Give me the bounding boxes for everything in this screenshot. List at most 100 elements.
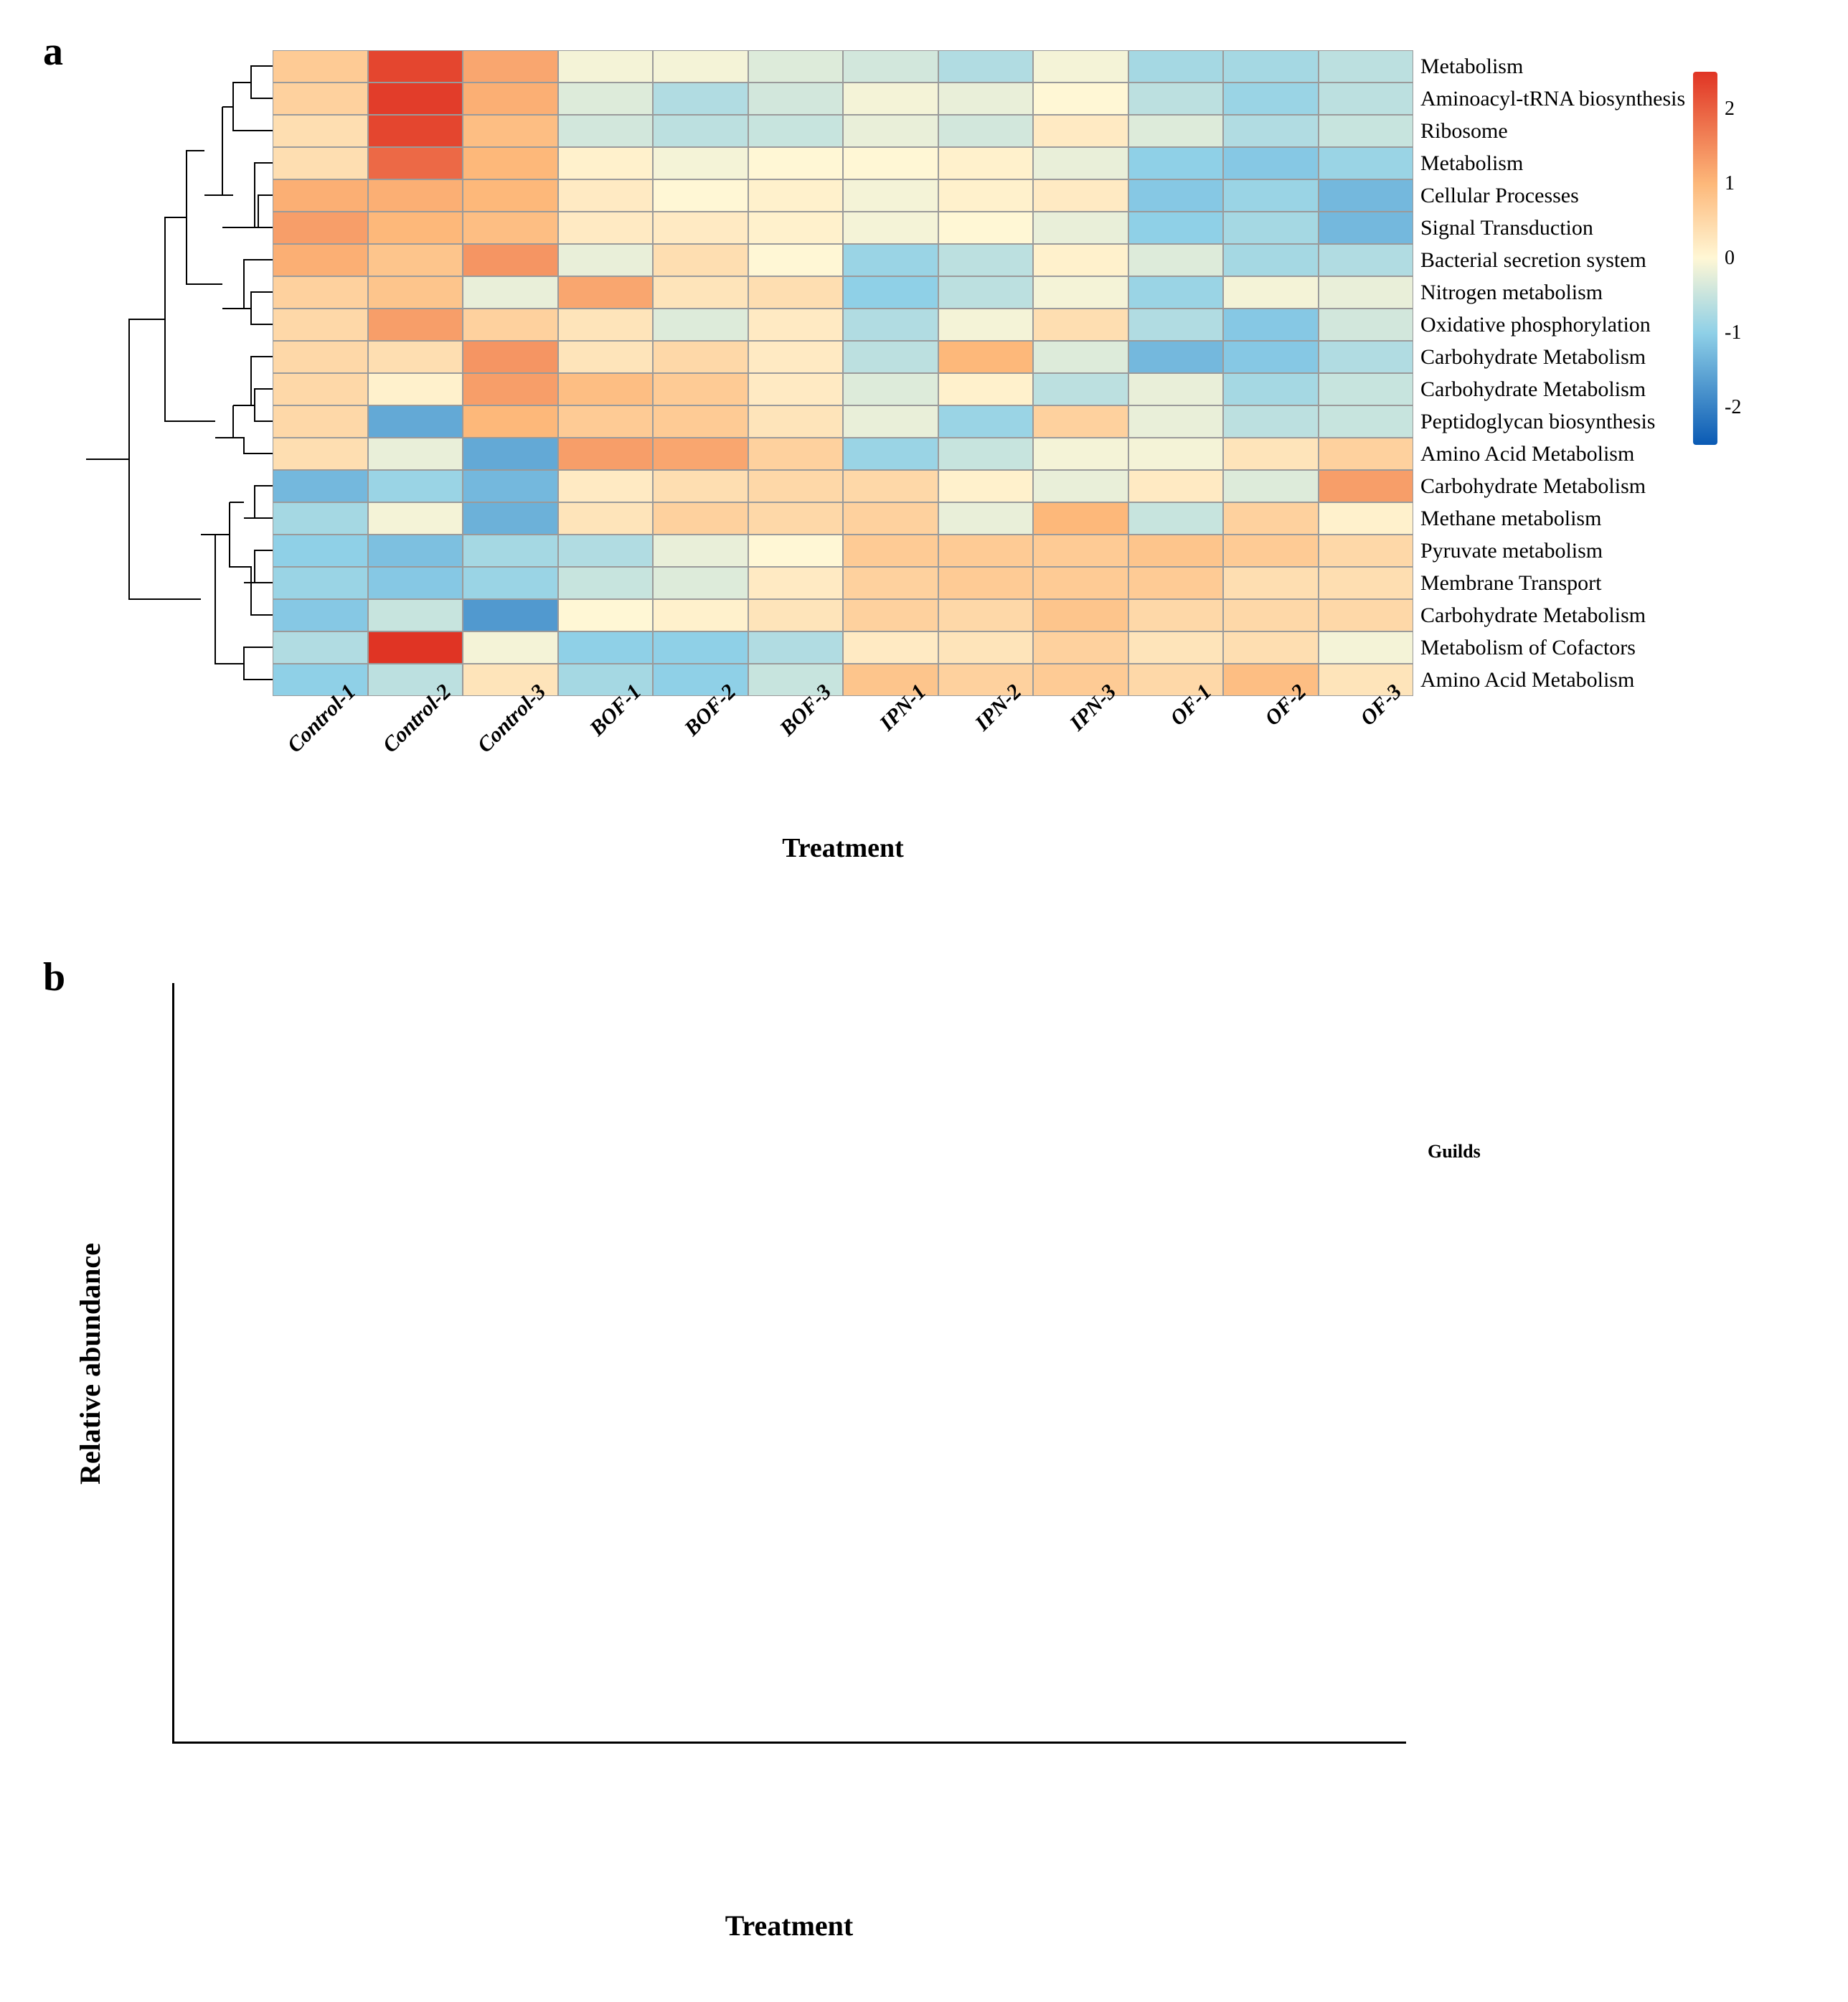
- heatmap-cell: [1319, 567, 1414, 599]
- heatmap-cell: [558, 244, 654, 276]
- heatmap-cell: [748, 567, 844, 599]
- heatmap-cell: [1033, 470, 1128, 502]
- heatmap-cell: [558, 405, 654, 438]
- heatmap-cell: [653, 567, 748, 599]
- heatmap-cell: [1128, 438, 1224, 470]
- heatmap-cell: [558, 470, 654, 502]
- heatmap-cell: [1033, 212, 1128, 244]
- heatmap-cell: [1128, 147, 1224, 179]
- heatmap-cell: [463, 50, 558, 83]
- heatmap-cell: [1223, 341, 1319, 373]
- heatmap-row-label: Carbohydrate Metabolism: [1420, 599, 1743, 631]
- heatmap-cell: [1319, 470, 1414, 502]
- heatmap-cell: [1223, 276, 1319, 309]
- heatmap-cell: [273, 147, 368, 179]
- heatmap-cell: [463, 567, 558, 599]
- heatmap-cell: [748, 244, 844, 276]
- heatmap-cell: [1128, 83, 1224, 115]
- heatmap-cell: [938, 535, 1034, 567]
- heatmap-cell: [938, 50, 1034, 83]
- heatmap-cell: [273, 276, 368, 309]
- heatmap-cell: [463, 405, 558, 438]
- heatmap-cell: [558, 373, 654, 405]
- heatmap-cell: [368, 567, 463, 599]
- heatmap-cell: [1223, 438, 1319, 470]
- heatmap-cell: [1223, 244, 1319, 276]
- heatmap-cell: [273, 567, 368, 599]
- heatmap-cell: [1223, 83, 1319, 115]
- heatmap-cell: [843, 179, 938, 212]
- heatmap-cell: [1223, 179, 1319, 212]
- heatmap-cell: [1319, 502, 1414, 535]
- heatmap-cell: [1128, 276, 1224, 309]
- heatmap-cell: [463, 535, 558, 567]
- heatmap-cell: [273, 212, 368, 244]
- heatmap-cell: [273, 341, 368, 373]
- heatmap-cell: [368, 341, 463, 373]
- heatmap-cell: [1033, 276, 1128, 309]
- heatmap-cell: [463, 115, 558, 147]
- heatmap-cell: [843, 599, 938, 631]
- heatmap-cell: [558, 502, 654, 535]
- heatmap-grid: [273, 50, 1413, 696]
- heatmap-cell: [748, 147, 844, 179]
- heatmap-cell: [273, 631, 368, 664]
- heatmap-cell: [1319, 405, 1414, 438]
- heatmap-cell: [653, 212, 748, 244]
- heatmap-cell: [368, 212, 463, 244]
- heatmap-cell: [1033, 567, 1128, 599]
- heatmap-cell: [843, 405, 938, 438]
- heatmap-cell: [368, 599, 463, 631]
- heatmap-cell: [843, 244, 938, 276]
- heatmap-cell: [273, 438, 368, 470]
- heatmap-cell: [653, 535, 748, 567]
- heatmap-row-label: Amino Acid Metabolism: [1420, 664, 1743, 696]
- legend-title: Guilds: [1428, 1141, 1772, 1162]
- heatmap-cell: [938, 470, 1034, 502]
- heatmap-cell: [558, 276, 654, 309]
- heatmap-row-label: Carbohydrate Metabolism: [1420, 470, 1743, 502]
- heatmap-cell: [843, 309, 938, 341]
- heatmap-cell: [938, 147, 1034, 179]
- heatmap-cell: [1223, 535, 1319, 567]
- heatmap-cell: [653, 373, 748, 405]
- heatmap-cell: [368, 535, 463, 567]
- heatmap-cell: [1128, 535, 1224, 567]
- heatmap-cell: [843, 631, 938, 664]
- heatmap-cell: [748, 179, 844, 212]
- heatmap-cell: [653, 405, 748, 438]
- heatmap-cell: [463, 502, 558, 535]
- heatmap-cell: [1033, 405, 1128, 438]
- heatmap-cell: [748, 535, 844, 567]
- heatmap-cell: [843, 502, 938, 535]
- heatmap-cell: [1223, 50, 1319, 83]
- heatmap-cell: [843, 567, 938, 599]
- heatmap-cell: [1033, 147, 1128, 179]
- heatmap-cell: [843, 50, 938, 83]
- heatmap-cell: [463, 179, 558, 212]
- heatmap-cell: [1033, 83, 1128, 115]
- heatmap-cell: [368, 83, 463, 115]
- heatmap-cell: [558, 179, 654, 212]
- heatmap-cell: [843, 83, 938, 115]
- heatmap-cell: [843, 276, 938, 309]
- heatmap-cell: [938, 502, 1034, 535]
- heatmap-cell: [558, 83, 654, 115]
- heatmap-cell: [1128, 502, 1224, 535]
- heatmap-cell: [368, 244, 463, 276]
- heatmap-cell: [653, 147, 748, 179]
- heatmap-cell: [1319, 438, 1414, 470]
- heatmap-cell: [463, 470, 558, 502]
- heatmap-cell: [1319, 50, 1414, 83]
- colorbar-tick: 2: [1725, 98, 1735, 121]
- heatmap-cell: [938, 631, 1034, 664]
- heatmap-cell: [1033, 599, 1128, 631]
- heatmap-cell: [653, 276, 748, 309]
- colorbar: 210-1-2: [1693, 72, 1793, 445]
- heatmap-cell: [1128, 309, 1224, 341]
- heatmap-cell: [1319, 373, 1414, 405]
- heatmap-column-label: OF-3: [1322, 680, 1476, 833]
- heatmap-cell: [938, 309, 1034, 341]
- heatmap-cell: [653, 244, 748, 276]
- heatmap-cell: [1033, 179, 1128, 212]
